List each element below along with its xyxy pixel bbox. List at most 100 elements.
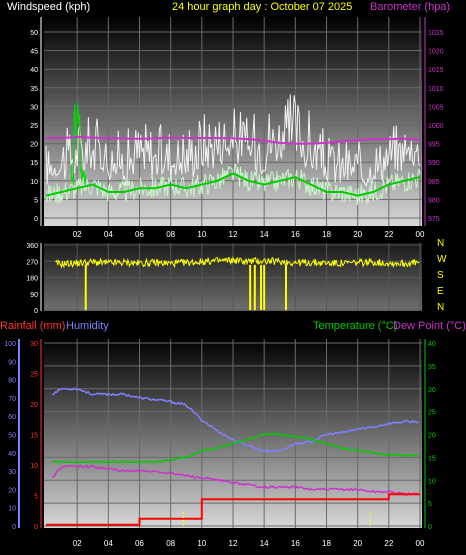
wind-tick-label: 30 [30,104,38,111]
gust-series-line [45,94,421,187]
compass-label: N [437,302,444,313]
x-tick-label: 04 [104,539,113,548]
chart-title: 24 hour graph day : October 07 2025 [172,1,352,13]
wind-average-line [45,172,421,197]
humidity-tick-label: 50 [8,433,16,440]
wind-panel-plot [45,94,421,205]
compass-label: E [437,286,444,297]
rain-humidity-panel-plot [46,387,420,526]
humidity-tick-label: 90 [8,359,16,366]
direction-tick-label: 360 [26,243,38,250]
x-tick-label: 10 [197,230,206,239]
x-tick-label: 04 [104,230,113,239]
barometer-tick-label: 995 [428,142,440,149]
rainfall-tick-label: 30 [30,341,38,348]
rainfall-tick-label: 15 [30,433,38,440]
direction-tick-label: 0 [34,308,38,315]
x-tick-label: 20 [353,539,362,548]
temperature-tick-label: 15 [428,455,436,462]
direction-panel-plot [55,256,420,310]
gust-spike-line [70,102,87,186]
x-tick-label: 06 [135,539,144,548]
x-tick-label: 02 [73,539,82,548]
temperature-tick-label: 0 [428,524,432,531]
barometer-tick-label: 1005 [428,104,444,111]
humidity-tick-label: 10 [8,506,16,513]
wind-tick-label: 10 [30,179,38,186]
humidity-tick-label: 80 [8,378,16,385]
rainfall-tick-label: 25 [30,372,38,379]
axis-labels: 0510152025303540455097598098599099510001… [4,17,447,548]
rain-humidity-panel-grid [44,339,422,528]
x-tick-label: 08 [166,539,175,548]
temperature-tick-label: 10 [428,478,436,485]
wind-tick-label: 0 [34,216,38,223]
wind-tick-label: 20 [30,142,38,149]
barometer-axis-title: Barometer (hpa) [370,1,450,13]
rainfall-axis-title: Rainfall (mm) [0,320,65,332]
temperature-tick-label: 40 [428,341,436,348]
barometer-tick-label: 1010 [428,86,444,93]
humidity-tick-label: 100 [4,341,16,348]
temperature-line [52,432,419,464]
x-tick-label: 14 [260,230,269,239]
dewpoint-axis-title: Dew Point (°C) [393,320,466,332]
temperature-tick-label: 35 [428,364,436,371]
wind-tick-label: 15 [30,160,38,167]
barometer-line [46,135,421,145]
humidity-tick-label: 30 [8,469,16,476]
wind-tick-label: 35 [30,86,38,93]
x-tick-label: 12 [229,539,238,548]
x-tick-label: 18 [322,230,331,239]
barometer-tick-label: 1025 [428,30,444,37]
wind-panel-grid [44,17,422,226]
x-tick-label: 08 [166,230,175,239]
barometer-tick-label: 990 [428,160,440,167]
humidity-tick-label: 70 [8,396,16,403]
x-tick-label: 10 [197,539,206,548]
direction-tick-label: 270 [26,259,38,266]
barometer-tick-label: 985 [428,179,440,186]
wind-tick-label: 40 [30,67,38,74]
barometer-tick-label: 1020 [428,49,444,56]
temperature-tick-label: 25 [428,410,436,417]
humidity-tick-label: 60 [8,414,16,421]
x-tick-label: 00 [416,539,425,548]
x-tick-label: 06 [135,230,144,239]
rainfall-tick-label: 5 [34,494,38,501]
barometer-tick-label: 980 [428,197,440,204]
temperature-tick-label: 5 [428,501,432,508]
wind-tick-label: 25 [30,123,38,130]
wind-tick-label: 45 [30,49,38,56]
direction-tick-label: 180 [26,276,38,283]
x-tick-label: 16 [291,230,300,239]
barometer-tick-label: 1000 [428,123,444,130]
barometer-tick-label: 1015 [428,67,444,74]
direction-series-line [55,256,420,269]
x-tick-label: 14 [260,539,269,548]
x-tick-label: 00 [416,230,425,239]
x-tick-label: 16 [291,539,300,548]
barometer-tick-label: 975 [428,216,440,223]
x-tick-label: 22 [384,539,393,548]
x-tick-label: 18 [322,539,331,548]
rainfall-tick-label: 20 [30,402,38,409]
compass-label: W [437,254,447,265]
compass-label: S [437,270,444,281]
humidity-tick-label: 40 [8,451,16,458]
rainfall-tick-label: 0 [34,524,38,531]
humidity-line [52,387,419,453]
wind-tick-label: 5 [34,197,38,204]
windspeed-axis-title: Windspeed (kph) [7,1,90,13]
humidity-tick-label: 0 [12,524,16,531]
x-tick-label: 20 [353,230,362,239]
x-tick-label: 22 [384,230,393,239]
temperature-tick-label: 20 [428,433,436,440]
rainfall-tick-label: 10 [30,463,38,470]
humidity-axis-title: Humidity [66,320,109,332]
rainfall-line [46,493,420,526]
x-tick-label: 02 [73,230,82,239]
wind-tick-label: 50 [30,30,38,37]
